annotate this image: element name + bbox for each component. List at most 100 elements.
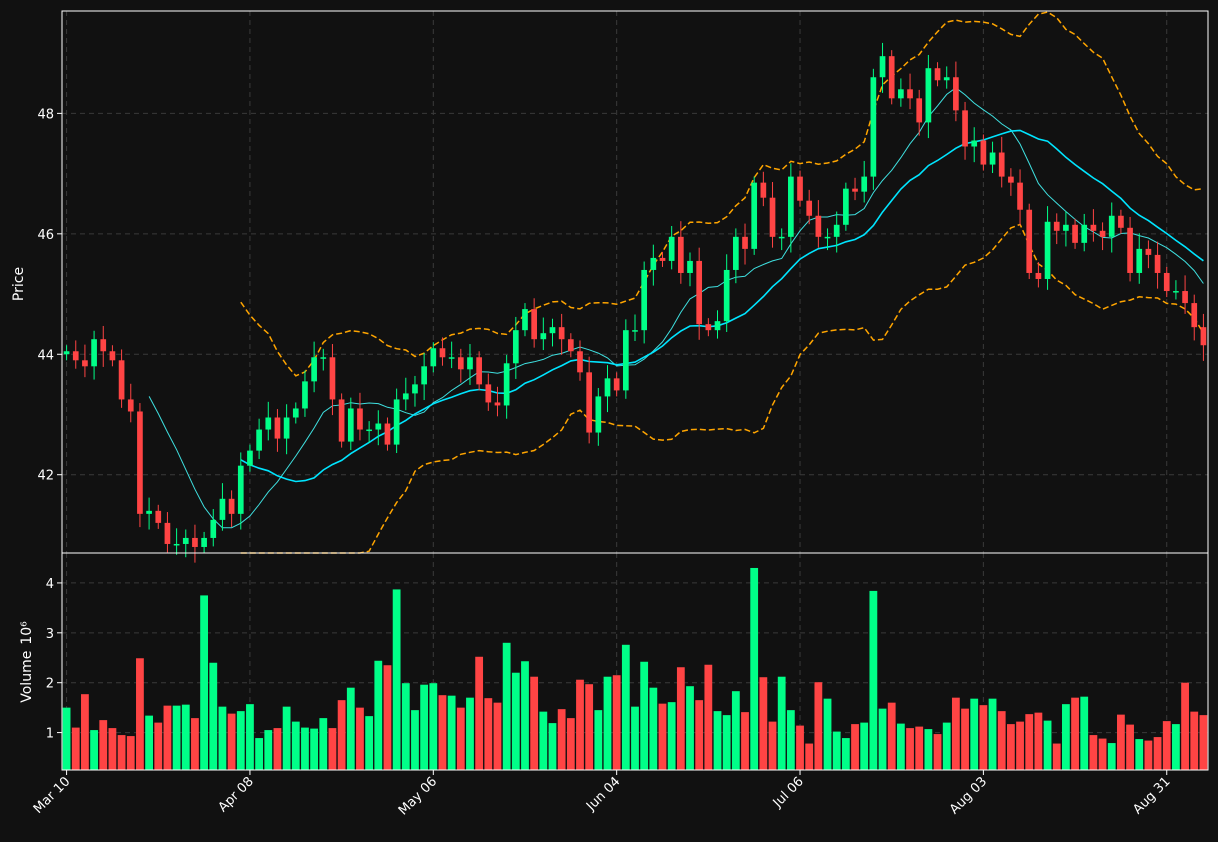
candle-body [439, 348, 446, 358]
candle-body [100, 339, 107, 352]
volume-bar [906, 728, 914, 770]
candle-body [953, 77, 959, 111]
volume-bar [631, 706, 639, 770]
candle-body [833, 224, 840, 237]
candle-body [192, 537, 198, 547]
volume-bar [915, 726, 924, 770]
volume-bar [777, 676, 786, 770]
volume-bar [695, 700, 704, 770]
volume-bar [1126, 724, 1134, 770]
volume-bar [511, 672, 520, 770]
volume-axis-label-text: Volume [19, 651, 35, 703]
candle-body [577, 351, 583, 373]
volume-bar [209, 662, 218, 770]
candle-body [1108, 215, 1115, 237]
candle-body [641, 269, 648, 331]
volume-bar [1016, 721, 1024, 770]
candle-body [1191, 303, 1198, 328]
candle-body [760, 182, 767, 198]
candle-body [357, 408, 363, 430]
volume-bar [924, 729, 933, 770]
volume-bar [933, 734, 942, 770]
candle-body [503, 363, 510, 406]
candle-body [733, 236, 739, 270]
candle-body [485, 384, 492, 403]
volume-bar [136, 658, 144, 770]
candle-body [613, 378, 620, 391]
volume-bar [970, 698, 979, 770]
volume-bar [81, 694, 89, 770]
volume-bar [246, 704, 254, 770]
candle-body [274, 417, 281, 439]
candle-body [366, 429, 372, 432]
candles [63, 42, 1207, 563]
candle-body [898, 89, 904, 99]
candle-body [522, 309, 528, 331]
candle-body [164, 522, 171, 544]
volume-bar [456, 707, 465, 770]
candle-body [512, 330, 519, 364]
volume-bar [236, 711, 245, 770]
candle-body [1072, 224, 1078, 243]
volume-bar [163, 705, 172, 770]
volume-bar [62, 707, 71, 770]
candle-body [311, 357, 317, 382]
volume-bar [1052, 743, 1061, 770]
candle-body [531, 309, 537, 340]
candle-body [82, 360, 88, 367]
volume-bar [493, 702, 502, 770]
volume-bar [814, 682, 823, 770]
candle-body [907, 89, 913, 99]
volume-bar [704, 664, 713, 770]
volume-bar [722, 715, 731, 770]
volume-bar [640, 661, 649, 770]
candle-body [109, 351, 116, 361]
volume-bar [566, 718, 575, 770]
candle-body [934, 68, 941, 81]
ma-fast-line [148, 87, 1204, 529]
volume-bar [1172, 724, 1180, 770]
volume-bar [768, 721, 777, 770]
volume-bar [392, 589, 401, 770]
candle-body [962, 110, 968, 147]
price-axis-label: Price [11, 267, 27, 301]
volume-bar [145, 715, 153, 770]
candle-body [1163, 272, 1170, 292]
volume-y-axis: 1 2 3 4 [46, 577, 62, 742]
candle-body [980, 140, 987, 165]
volume-bars [62, 567, 1208, 770]
candle-body [595, 396, 602, 433]
candle-body [925, 68, 932, 123]
candle-body [265, 417, 272, 430]
volume-bar [273, 728, 282, 770]
candle-body [632, 330, 638, 332]
volume-bar [557, 709, 566, 770]
volume-bar [1153, 737, 1162, 770]
candle-body [63, 351, 70, 355]
candle-body [302, 381, 308, 409]
volume-bar [374, 660, 383, 770]
candle-body [668, 236, 675, 261]
candle-body [155, 510, 162, 523]
candle-body [1136, 248, 1143, 273]
candle-body [1008, 176, 1014, 183]
candle-body [210, 519, 217, 538]
candle-body [283, 417, 290, 439]
volume-bar [502, 642, 511, 770]
volume-bar [961, 708, 969, 770]
volume-bar [1117, 714, 1125, 770]
candle-body [861, 176, 868, 192]
volume-bar [126, 736, 135, 770]
candle-body [247, 450, 253, 466]
volume-bar [401, 683, 410, 770]
candle-body [430, 348, 437, 367]
candle-body [127, 399, 134, 412]
volume-bar [997, 711, 1006, 770]
volume-bar [576, 679, 584, 770]
bollinger-lower-line [240, 223, 1205, 554]
candle-body [622, 330, 629, 391]
volume-bar [227, 713, 236, 770]
candle-body [843, 188, 849, 225]
candle-body [219, 498, 226, 520]
volume-bar [942, 722, 951, 770]
